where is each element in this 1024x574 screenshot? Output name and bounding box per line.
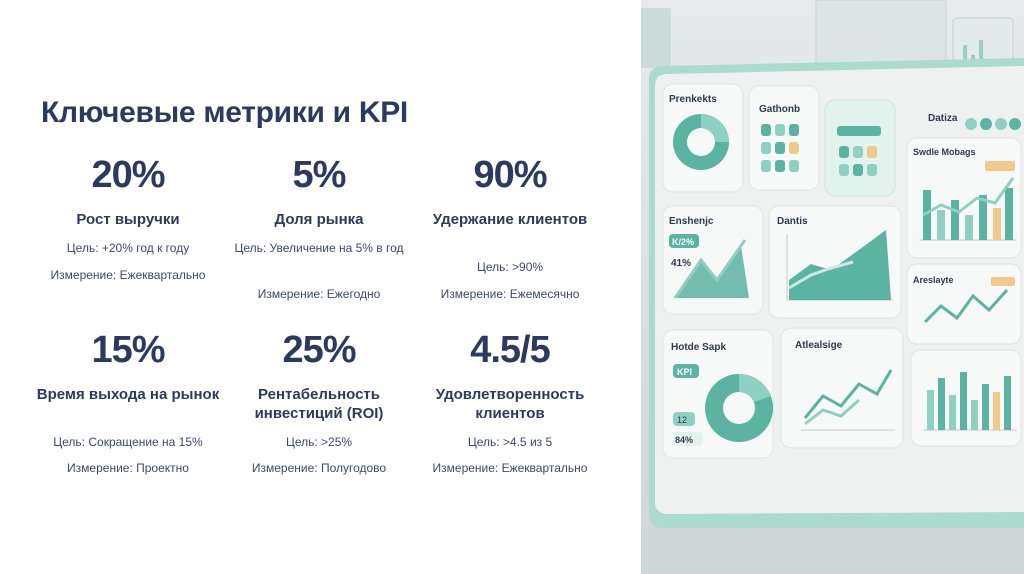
panel-label-6: Dantis [777,216,808,227]
panel-label-4: Swdle Mobags [913,147,976,157]
panel-label-3: Datiza [928,113,958,124]
panel-label-7: Areslayte [913,275,954,285]
badge-1: K/2% [672,237,694,247]
panel-label-2: Gathonb [759,104,800,115]
metric-roi: 25% Рентабельность инвестиций (ROI) Цель… [219,327,419,475]
badge-2: KPI [677,367,692,377]
metric-goal: Цель: Увеличение на 5% в год [234,241,404,255]
metric-name: Удержание клиентов [432,211,588,228]
panel-label-8: Hotde Sapk [671,342,726,353]
metric-market-share: 5% Доля рынка Цель: Увеличение на 5% в г… [219,152,419,301]
panel-label-5: Enshenjc [669,216,714,227]
metric-revenue-growth: 20% Рост выручки Цель: +20% год к году И… [28,152,228,282]
badge-3: 12 [677,415,687,425]
dashboard-illustration: Prenkekts Gathonb [641,0,1024,574]
metric-measure: Измерение: Ежегодно [257,287,381,301]
metric-value: 5% [292,154,347,196]
metric-name: Удовлетворенность клиентов [435,386,585,422]
metric-name: Рентабельность инвестиций (ROI) [254,386,384,422]
metric-goal: Цель: +20% год к году [66,241,190,255]
metric-measure: Измерение: Ежемесячно [440,287,580,301]
metric-customer-satisfaction: 4.5/5 Удовлетворенность клиентов Цель: >… [410,327,610,475]
metric-name: Время выхода на рынок [36,386,220,403]
panel-label-9: Atlealsige [795,340,843,351]
metric-customer-retention: 90% Удержание клиентов Цель: >90% Измере… [410,152,610,301]
metric-name: Доля рынка [274,211,364,228]
metric-goal: Цель: >25% [285,435,353,449]
metric-value: 4.5/5 [470,329,551,371]
metric-measure: Измерение: Полугодово [251,461,387,475]
metric-goal: Цель: >4.5 из 5 [467,435,553,449]
metric-measure: Измерение: Ежеквартально [432,461,588,475]
metric-goal: Цель: >90% [476,260,544,274]
metric-measure: Измерение: Ежеквартально [50,268,206,282]
metric-measure: Измерение: Проектно [67,461,189,475]
panel-label-1: Prenkekts [669,94,717,105]
metric-value: 25% [282,329,356,371]
page-title: Ключевые метрики и KPI [41,96,408,129]
metric-name: Рост выручки [76,211,180,228]
value-1: 41% [671,258,691,269]
metric-value: 15% [91,329,165,371]
metric-value: 20% [91,154,165,196]
metric-goal: Цель: Сокращение на 15% [53,435,203,449]
value-2: 84% [675,435,693,445]
metric-time-to-market: 15% Время выхода на рынок Цель: Сокращен… [28,327,228,475]
metric-value: 90% [473,154,547,196]
